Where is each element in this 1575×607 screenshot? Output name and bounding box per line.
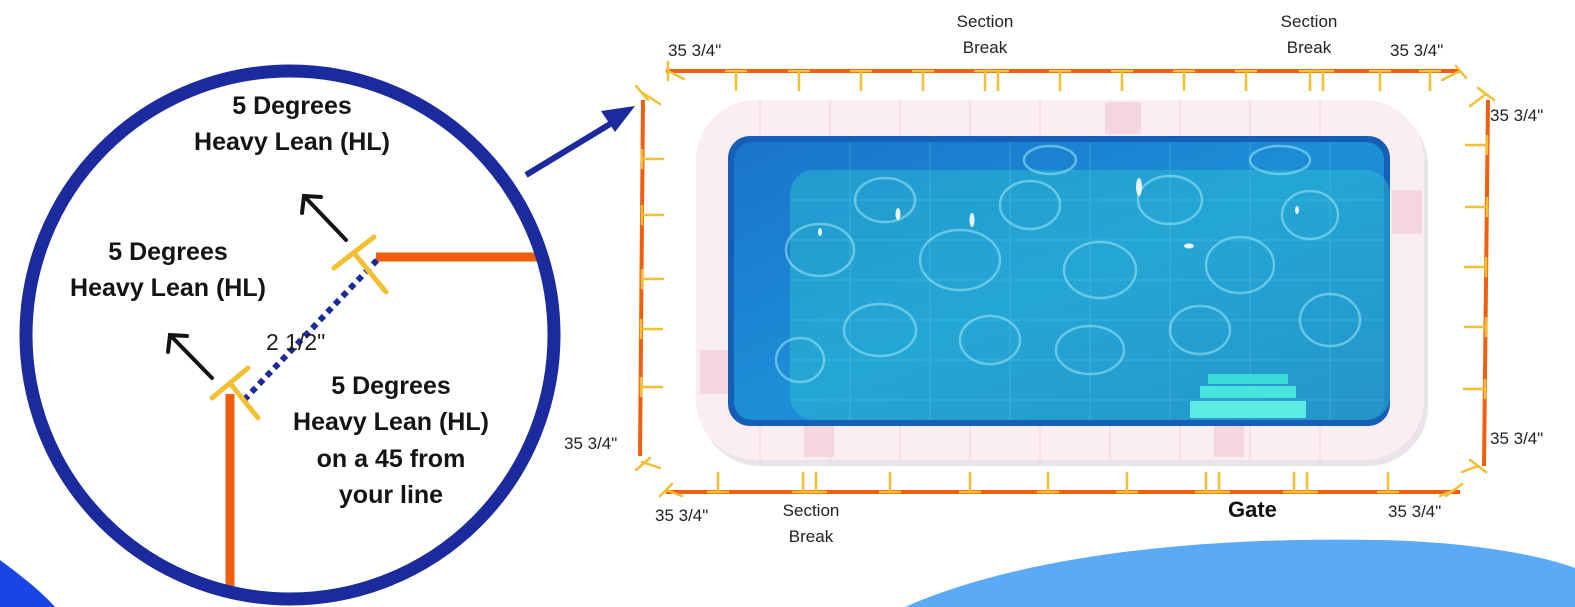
lean-arrow-icon-lower — [166, 332, 214, 380]
background-blob-left — [0, 560, 55, 607]
pool-illustration — [696, 100, 1428, 466]
section-break-top-2-line1: Section — [1280, 12, 1338, 31]
lean-arrow-icon-upper — [300, 193, 348, 242]
measure-top-right: 35 3/4" — [1390, 41, 1444, 60]
measure-right-top: 35 3/4" — [1490, 106, 1544, 125]
pointer-arrow-icon — [524, 106, 635, 178]
section-break-bottom-1: Section Break — [783, 498, 840, 551]
detail-label-mid-line1: 5 Degrees — [108, 238, 228, 266]
detail-label-corner-line1: 5 Degrees — [331, 372, 451, 400]
detail-label-top: 5 Degrees Heavy Lean (HL) — [194, 88, 390, 161]
gate-label: Gate — [1228, 497, 1277, 522]
section-break-top-2: Section Break — [1281, 9, 1338, 62]
detail-label-top-line2: Heavy Lean (HL) — [194, 128, 390, 157]
detail-label-mid-line2: Heavy Lean (HL) — [70, 274, 266, 303]
detail-post-upper — [331, 234, 389, 295]
detail-label-mid: 5 Degrees Heavy Lean (HL) — [70, 234, 266, 307]
detail-post-lower — [209, 365, 261, 421]
fence-posts — [634, 60, 1496, 498]
measure-left-bottom: 35 3/4" — [564, 434, 618, 453]
measure-top-left: 35 3/4" — [668, 41, 722, 60]
detail-label-corner: 5 Degrees Heavy Lean (HL) on a 45 from y… — [293, 368, 489, 513]
detail-circle — [19, 64, 561, 606]
measure-bottom-right: 35 3/4" — [1388, 502, 1442, 521]
detail-label-corner-line4: your line — [338, 480, 444, 509]
detail-label-corner-line2: Heavy Lean (HL) — [293, 408, 489, 437]
detail-label-top-line1: 5 Degrees — [232, 92, 352, 120]
detail-label-corner-line3: on a 45 from — [316, 444, 466, 473]
section-break-top-1-line2: Break — [962, 38, 1008, 58]
background-blob-right — [905, 539, 1575, 607]
section-break-top-1-line1: Section — [956, 12, 1014, 31]
section-break-bottom-1-line2: Break — [788, 527, 834, 547]
spacing-measurement: 2 1/2" — [266, 329, 326, 355]
section-break-top-2-line2: Break — [1286, 38, 1332, 58]
section-break-bottom-1-line1: Section — [782, 501, 840, 520]
section-break-top-1: Section Break — [957, 9, 1014, 62]
measure-bottom-left: 35 3/4" — [655, 506, 709, 525]
measure-right-bottom: 35 3/4" — [1490, 429, 1544, 448]
